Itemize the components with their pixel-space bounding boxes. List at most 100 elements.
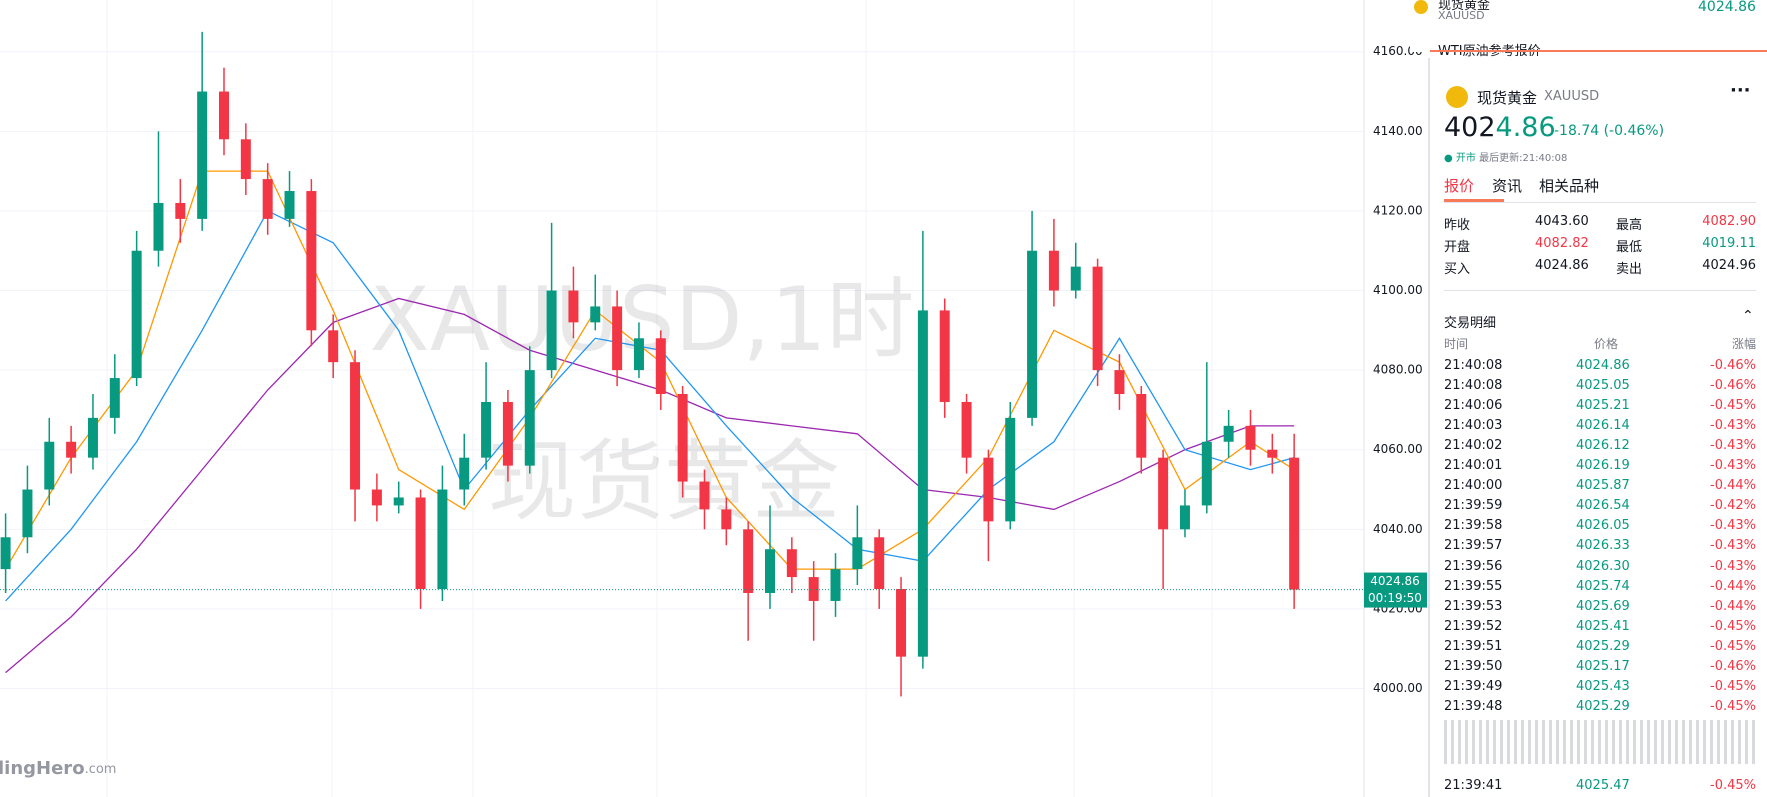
candle-body bbox=[393, 497, 404, 506]
last-price-label: 4024.86 bbox=[1370, 574, 1420, 588]
y-tick-label: 4140.00 bbox=[1373, 124, 1423, 138]
candle-body bbox=[131, 250, 142, 379]
candle-body bbox=[328, 330, 339, 363]
trade-price: 4026.14 bbox=[1576, 418, 1630, 434]
trade-price: 4026.05 bbox=[1576, 518, 1630, 534]
candle-body bbox=[1070, 266, 1081, 291]
candle-body bbox=[633, 338, 644, 371]
trade-price: 4025.69 bbox=[1576, 598, 1630, 614]
watch-icon bbox=[1414, 0, 1428, 14]
stat-value: 4043.60 bbox=[1535, 214, 1589, 229]
candle-body bbox=[240, 139, 251, 180]
trade-time: 21:40:00 bbox=[1444, 478, 1503, 494]
trade-price: 4026.33 bbox=[1576, 538, 1630, 554]
tab[interactable]: 报价 bbox=[1444, 177, 1475, 195]
status-text: 开市 bbox=[1455, 153, 1476, 164]
detail-panel: 现货黄金 XAUUSD ··· 4024.86 -18.74 (-0.46%) … bbox=[1428, 58, 1767, 797]
candle-body bbox=[874, 537, 885, 590]
candle-body bbox=[1201, 441, 1212, 506]
candle-body bbox=[481, 401, 492, 458]
col-header: 时间 bbox=[1444, 337, 1469, 351]
candle-body bbox=[896, 589, 907, 657]
trade-price: 4025.21 bbox=[1576, 398, 1630, 414]
price: 4024.86 bbox=[1444, 112, 1556, 143]
candle-body bbox=[44, 441, 55, 490]
tab[interactable]: 相关品种 bbox=[1539, 177, 1600, 195]
candle-body bbox=[1136, 394, 1147, 458]
stat-label: 买入 bbox=[1444, 262, 1471, 277]
candle-body bbox=[721, 509, 732, 530]
trade-time: 21:39:41 bbox=[1444, 778, 1503, 793]
candle-body bbox=[1267, 449, 1278, 458]
trade-time: 21:39:50 bbox=[1444, 658, 1503, 674]
y-tick-label: 4000.00 bbox=[1373, 681, 1423, 695]
watch-code: XAUUSD bbox=[1438, 9, 1485, 22]
trade-price: 4024.86 bbox=[1576, 358, 1630, 373]
candle-body bbox=[1048, 250, 1059, 291]
candle-body bbox=[197, 91, 208, 219]
y-tick-label: 4040.00 bbox=[1373, 522, 1423, 536]
trade-price: 4025.87 bbox=[1576, 478, 1630, 494]
countdown: 00:19:50 bbox=[1368, 591, 1422, 605]
watchlist: 现货黄金 XAUUSD 4024.86 WTI原油参考报价 bbox=[1410, 0, 1767, 59]
trade-price: 4025.43 bbox=[1576, 678, 1630, 694]
price-int: 402 bbox=[1444, 112, 1496, 143]
trade-time: 21:39:55 bbox=[1444, 578, 1503, 594]
price-dec: 4.86 bbox=[1495, 112, 1556, 143]
trade-price: 4026.30 bbox=[1576, 558, 1630, 574]
stat-label: 开盘 bbox=[1444, 240, 1471, 255]
trade-time: 21:40:06 bbox=[1444, 398, 1503, 414]
candle-body bbox=[590, 306, 601, 323]
logo-suffix: .com bbox=[85, 762, 117, 777]
stat-value: 4082.90 bbox=[1702, 214, 1756, 229]
candle-body bbox=[219, 91, 229, 140]
tab[interactable]: 资讯 bbox=[1492, 177, 1523, 195]
last-price-box bbox=[1364, 572, 1427, 608]
trade-change: -0.45% bbox=[1710, 678, 1756, 694]
stat-label: 最低 bbox=[1616, 240, 1643, 255]
watch-name[interactable]: 现货黄金 bbox=[1438, 0, 1491, 13]
candle-body bbox=[830, 569, 841, 601]
stat-label: 最高 bbox=[1616, 218, 1643, 233]
candle-body bbox=[1289, 457, 1300, 590]
trade-change: -0.45% bbox=[1710, 778, 1756, 793]
trade-time: 21:39:58 bbox=[1444, 518, 1503, 534]
candle-body bbox=[175, 202, 186, 219]
divider bbox=[1444, 290, 1756, 291]
trade-time: 21:39:48 bbox=[1444, 698, 1503, 714]
candle-body bbox=[808, 577, 819, 601]
candle-body bbox=[66, 441, 77, 458]
trade-change: -0.44% bbox=[1710, 598, 1756, 614]
trade-time: 21:39:53 bbox=[1444, 598, 1503, 614]
trade-time: 21:39:59 bbox=[1444, 498, 1503, 514]
trade-price: 4025.05 bbox=[1576, 378, 1630, 394]
candle-body bbox=[0, 537, 11, 570]
trade-price: 4025.29 bbox=[1576, 638, 1630, 654]
candle-body bbox=[1005, 417, 1016, 522]
trade-change: -0.43% bbox=[1710, 438, 1756, 454]
stat-label: 昨收 bbox=[1444, 218, 1471, 233]
candle-body bbox=[1114, 370, 1125, 394]
candle-body bbox=[524, 370, 535, 466]
stat-value: 4024.86 bbox=[1535, 258, 1589, 273]
trade-time: 21:40:08 bbox=[1444, 378, 1503, 394]
candle-body bbox=[677, 394, 688, 482]
candle-body bbox=[109, 378, 120, 418]
stat-value: 4024.96 bbox=[1702, 258, 1756, 273]
candle-body bbox=[765, 549, 775, 593]
symbol-code: XAUUSD bbox=[1544, 89, 1600, 104]
candle-body bbox=[502, 401, 513, 466]
candle-body bbox=[961, 401, 972, 458]
logo: lingHero.com bbox=[0, 758, 116, 779]
blurred-strip bbox=[1444, 720, 1756, 764]
candle-body bbox=[284, 191, 295, 219]
trade-price: 4025.17 bbox=[1576, 658, 1630, 674]
candle-body bbox=[568, 290, 579, 323]
more-button[interactable]: ··· bbox=[1730, 80, 1751, 101]
trade-change: -0.46% bbox=[1710, 378, 1756, 394]
collapse-button[interactable]: ⌃ bbox=[1742, 308, 1754, 324]
chart: XAUUSD,1时 现货黄金 lingHero.com 4000.004020.… bbox=[0, 0, 1427, 797]
trade-change: -0.43% bbox=[1710, 518, 1756, 534]
candle-body bbox=[262, 179, 273, 219]
trade-price: 4025.74 bbox=[1576, 578, 1630, 594]
